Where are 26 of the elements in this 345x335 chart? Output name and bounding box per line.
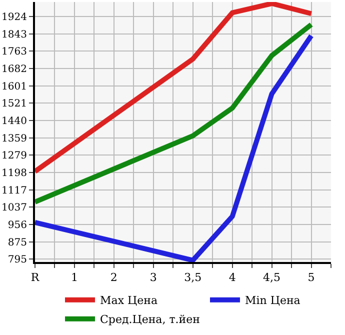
y-tick-label: 1440 [2,116,27,127]
y-tick-label: 1521 [2,98,27,110]
x-tick-label: 2 [110,271,118,284]
x-tick-label: 3,5 [184,271,202,284]
x-tick-label: 5 [308,271,315,284]
y-tick-label: 1198 [2,168,27,180]
legend-label: Min Цена [244,294,301,308]
x-tick-label: 4,5 [263,271,281,284]
x-tick-label: 4 [228,271,236,284]
y-tick-label: 795 [8,254,27,266]
y-tick-label: 1359 [2,133,27,144]
y-tick-label: 956 [8,220,27,232]
legend-label: Max Цена [100,294,158,308]
y-tick-label: 1601 [2,81,27,92]
x-tick-label: 1 [70,271,78,284]
y-tick-label: 1117 [2,185,27,196]
y-tick-label: 1843 [2,29,27,40]
y-tick-label: 1763 [2,46,27,58]
y-tick-label: 1924 [2,12,27,23]
y-tick-label: 875 [8,238,27,248]
x-tick-label: R [30,271,40,284]
legend-label: Сред.Цена, т.йен [100,313,200,326]
y-tick-label: 1037 [2,202,27,214]
y-tick-label: 1279 [2,150,27,162]
x-tick-label: 3 [150,271,157,284]
y-tick-label: 1682 [2,64,27,75]
